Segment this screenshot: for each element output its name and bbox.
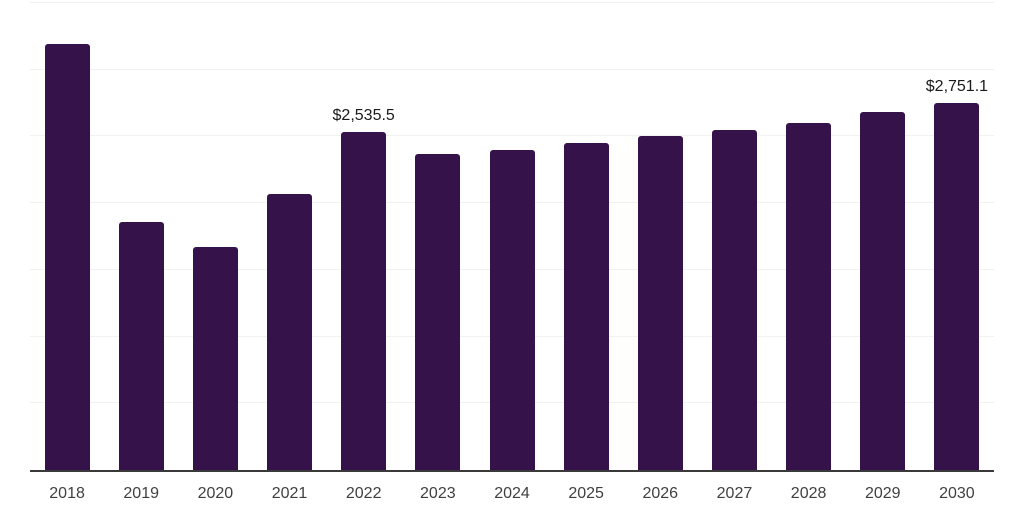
bar-2025 — [563, 143, 609, 470]
bar-2026 — [637, 136, 683, 470]
plot-area: $2,535.5 $2,751.1 — [30, 2, 994, 472]
bar-2029 — [860, 112, 906, 470]
x-tick-2028: 2028 — [790, 485, 827, 502]
x-tick-2027: 2027 — [716, 485, 753, 502]
gridline — [30, 135, 994, 137]
gridline — [30, 2, 994, 3]
x-tick-2022: 2022 — [345, 485, 382, 502]
bar-2028 — [786, 123, 832, 470]
x-tick-2030: 2030 — [939, 485, 975, 502]
bar-2018 — [44, 44, 90, 470]
bar-2021 — [267, 194, 313, 470]
bar-2024 — [489, 149, 535, 470]
x-tick-2019: 2019 — [123, 485, 159, 502]
bar-2022 — [341, 131, 387, 470]
x-tick-2023: 2023 — [420, 485, 456, 502]
bar-2023 — [415, 153, 461, 470]
x-axis: 2018 2019 2020 2021 2022 2023 2024 2025 2026 2027… — [30, 485, 994, 507]
x-tick-2025: 2025 — [568, 485, 604, 502]
x-tick-2026: 2026 — [642, 485, 679, 502]
x-tick-2024: 2024 — [494, 485, 530, 502]
bar-2019 — [118, 221, 164, 470]
x-tick-2029: 2029 — [864, 485, 901, 502]
bar-value-label-2022: $2,535.5 — [332, 106, 395, 124]
x-tick-2018: 2018 — [49, 485, 85, 502]
bar-2020 — [192, 247, 238, 470]
bar-value-label-2030: $2,751.1 — [925, 77, 989, 95]
x-tick-2020: 2020 — [197, 485, 234, 502]
x-tick-2021: 2021 — [271, 485, 308, 502]
gridline — [30, 68, 994, 70]
bar-2027 — [711, 129, 757, 470]
bar-2030 — [934, 102, 980, 470]
